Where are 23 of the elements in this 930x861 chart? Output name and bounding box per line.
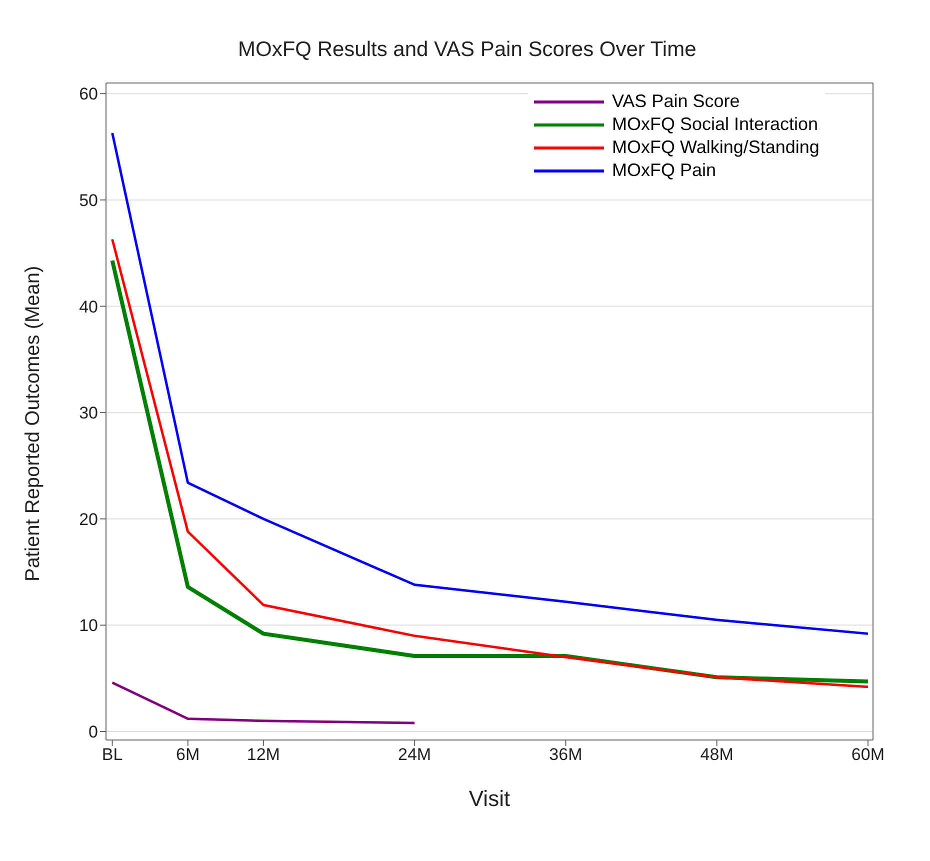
legend-label: MOxFQ Pain xyxy=(612,160,716,181)
x-tick-label: 48M xyxy=(700,745,734,764)
line-series xyxy=(111,132,870,635)
x-tick-label: 60M xyxy=(851,745,884,764)
chart-title: MOxFQ Results and VAS Pain Scores Over Time xyxy=(237,38,698,62)
x-tick-label: 12M xyxy=(246,745,280,764)
x-tick-label: BL xyxy=(102,745,123,764)
legend-label: MOxFQ Walking/Standing xyxy=(612,137,820,158)
x-axis-title: Visit xyxy=(468,786,510,811)
line-series xyxy=(111,681,416,724)
y-tick-label: 50 xyxy=(79,190,98,210)
y-tick-label: 20 xyxy=(79,510,98,529)
y-axis-title: Patient Reported Outcomes (Mean) xyxy=(22,266,44,582)
x-tick-label: 24M xyxy=(398,745,432,764)
y-tick-label: 40 xyxy=(79,297,98,316)
y-tick-label: 30 xyxy=(79,404,98,423)
legend-label: VAS Pain Score xyxy=(612,91,740,112)
x-tick-label: 6M xyxy=(176,745,200,764)
y-tick-label: 60 xyxy=(79,84,98,104)
x-tick-label: 36M xyxy=(549,745,582,764)
y-tick-label: 0 xyxy=(88,722,98,742)
y-tick-label: 10 xyxy=(79,616,98,636)
legend-label: MOxFQ Social Interaction xyxy=(612,114,818,135)
